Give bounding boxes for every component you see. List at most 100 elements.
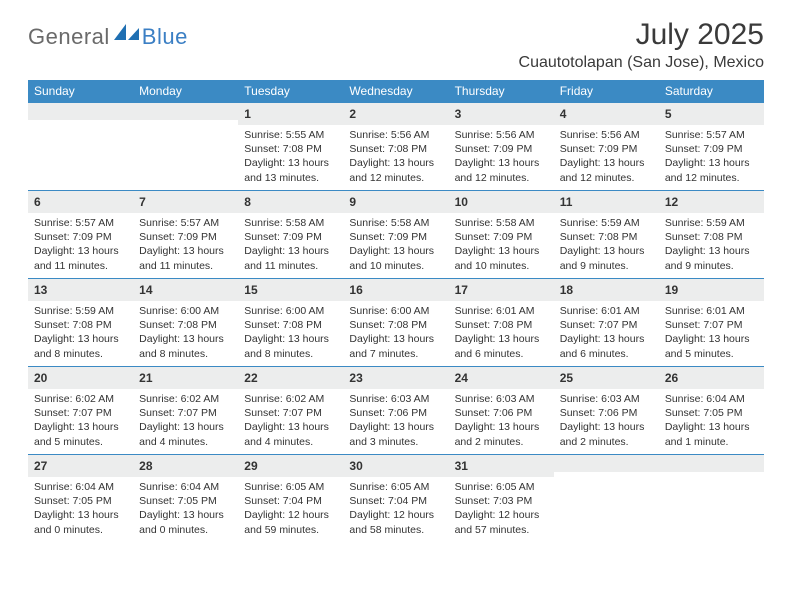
- day-details: Sunrise: 6:00 AMSunset: 7:08 PMDaylight:…: [133, 301, 238, 365]
- day-number: 11: [560, 195, 573, 209]
- day-details: Sunrise: 5:56 AMSunset: 7:09 PMDaylight:…: [449, 125, 554, 189]
- calendar-day-cell: 3 Sunrise: 5:56 AMSunset: 7:09 PMDaylight…: [449, 102, 554, 190]
- sunrise-line: Sunrise: 6:04 AM: [665, 392, 758, 406]
- daylight-line: Daylight: 13 hours and 9 minutes.: [665, 244, 758, 272]
- daylight-line: Daylight: 13 hours and 8 minutes.: [244, 332, 337, 360]
- day-details: Sunrise: 6:05 AMSunset: 7:04 PMDaylight:…: [238, 477, 343, 541]
- sunset-line: Sunset: 7:09 PM: [665, 142, 758, 156]
- calendar-day-cell: 5Sunrise: 5:57 AMSunset: 7:09 PMDaylight…: [659, 102, 764, 190]
- day-details: Sunrise: 6:01 AMSunset: 7:07 PMDaylight:…: [659, 301, 764, 365]
- calendar-day-cell: 30Sunrise: 6:05 AMSunset: 7:04 PMDayligh…: [343, 454, 448, 542]
- calendar-day-cell: 14Sunrise: 6:00 AMSunset: 7:08 PMDayligh…: [133, 278, 238, 366]
- daylight-line: Daylight: 13 hours and 0 minutes.: [34, 508, 127, 536]
- day-number: 3: [455, 107, 462, 121]
- daylight-line: Daylight: 13 hours and 4 minutes.: [244, 420, 337, 448]
- day-details: Sunrise: 6:05 AMSunset: 7:03 PMDaylight:…: [449, 477, 554, 541]
- sunrise-line: Sunrise: 6:03 AM: [560, 392, 653, 406]
- sunrise-line: Sunrise: 6:02 AM: [34, 392, 127, 406]
- day-number-bar: 18: [554, 278, 659, 301]
- day-number: 12: [665, 195, 678, 209]
- day-number-bar: 13: [28, 278, 133, 301]
- sunrise-line: Sunrise: 6:04 AM: [34, 480, 127, 494]
- day-number-bar: 15: [238, 278, 343, 301]
- sunset-line: Sunset: 7:08 PM: [665, 230, 758, 244]
- day-details: Sunrise: 6:04 AMSunset: 7:05 PMDaylight:…: [28, 477, 133, 541]
- sunrise-line: Sunrise: 5:59 AM: [34, 304, 127, 318]
- calendar-day-cell: 24Sunrise: 6:03 AMSunset: 7:06 PMDayligh…: [449, 366, 554, 454]
- calendar-day-cell: 15Sunrise: 6:00 AMSunset: 7:08 PMDayligh…: [238, 278, 343, 366]
- day-number-bar: 12: [659, 190, 764, 213]
- day-number: 17: [455, 283, 468, 297]
- day-details: Sunrise: 6:01 AMSunset: 7:08 PMDaylight:…: [449, 301, 554, 365]
- sunset-line: Sunset: 7:04 PM: [244, 494, 337, 508]
- day-number: 10: [455, 195, 468, 209]
- day-number-bar: 8: [238, 190, 343, 213]
- day-number-bar: .: [28, 102, 133, 120]
- day-number: 24: [455, 371, 468, 385]
- calendar-week-row: 13Sunrise: 5:59 AMSunset: 7:08 PMDayligh…: [28, 278, 764, 366]
- sunrise-line: Sunrise: 5:55 AM: [244, 128, 337, 142]
- calendar-day-cell: 23 Sunrise: 6:03 AMSunset: 7:06 PMDayligh…: [343, 366, 448, 454]
- daylight-line: Daylight: 12 hours and 58 minutes.: [349, 508, 442, 536]
- calendar-day-cell: 9Sunrise: 5:58 AMSunset: 7:09 PMDaylight…: [343, 190, 448, 278]
- calendar-day-cell: 17 Sunrise: 6:01 AMSunset: 7:08 PMDayligh…: [449, 278, 554, 366]
- daylight-line: Daylight: 13 hours and 12 minutes.: [349, 156, 442, 184]
- daylight-line: Daylight: 13 hours and 8 minutes.: [34, 332, 127, 360]
- day-number: 20: [34, 371, 47, 385]
- day-number: 2: [349, 107, 356, 121]
- calendar-day-cell: 26Sunrise: 6:04 AMSunset: 7:05 PMDayligh…: [659, 366, 764, 454]
- sunset-line: Sunset: 7:06 PM: [349, 406, 442, 420]
- daylight-line: Daylight: 13 hours and 5 minutes.: [34, 420, 127, 448]
- day-number: 28: [139, 459, 152, 473]
- daylight-line: Daylight: 13 hours and 2 minutes.: [560, 420, 653, 448]
- sunrise-line: Sunrise: 6:05 AM: [244, 480, 337, 494]
- sunrise-line: Sunrise: 6:02 AM: [139, 392, 232, 406]
- sunset-line: Sunset: 7:09 PM: [455, 142, 548, 156]
- calendar-day-cell: 13 Sunrise: 5:59 AMSunset: 7:08 PMDayligh…: [28, 278, 133, 366]
- calendar-day-cell: 16Sunrise: 6:00 AMSunset: 7:08 PMDayligh…: [343, 278, 448, 366]
- sunset-line: Sunset: 7:06 PM: [560, 406, 653, 420]
- calendar-day-cell: 10 Sunrise: 5:58 AMSunset: 7:09 PMDayligh…: [449, 190, 554, 278]
- day-number: 31: [455, 459, 468, 473]
- calendar-body: ..1Sunrise: 5:55 AMSunset: 7:08 PMDaylig…: [28, 102, 764, 542]
- sunrise-line: Sunrise: 6:05 AM: [349, 480, 442, 494]
- calendar-day-cell: 6Sunrise: 5:57 AMSunset: 7:09 PMDaylight…: [28, 190, 133, 278]
- sunset-line: Sunset: 7:08 PM: [34, 318, 127, 332]
- day-number-bar: 14: [133, 278, 238, 301]
- sunset-line: Sunset: 7:09 PM: [34, 230, 127, 244]
- day-number-bar: 30: [343, 454, 448, 477]
- day-details: Sunrise: 5:59 AMSunset: 7:08 PMDaylight:…: [659, 213, 764, 277]
- sunset-line: Sunset: 7:09 PM: [455, 230, 548, 244]
- weekday-header: Sunday: [28, 80, 133, 102]
- day-details: Sunrise: 6:03 AMSunset: 7:06 PMDaylight:…: [343, 389, 448, 453]
- brand-sail-icon: [114, 24, 140, 42]
- calendar-week-row: 27Sunrise: 6:04 AMSunset: 7:05 PMDayligh…: [28, 454, 764, 542]
- day-details: Sunrise: 5:58 AMSunset: 7:09 PMDaylight:…: [449, 213, 554, 277]
- day-details: Sunrise: 5:57 AMSunset: 7:09 PMDaylight:…: [133, 213, 238, 277]
- sunset-line: Sunset: 7:07 PM: [34, 406, 127, 420]
- daylight-line: Daylight: 13 hours and 12 minutes.: [455, 156, 548, 184]
- sunset-line: Sunset: 7:09 PM: [560, 142, 653, 156]
- day-number-bar: .: [133, 102, 238, 120]
- day-number: 26: [665, 371, 678, 385]
- daylight-line: Daylight: 13 hours and 6 minutes.: [455, 332, 548, 360]
- calendar-empty-cell: .: [554, 454, 659, 542]
- daylight-line: Daylight: 13 hours and 11 minutes.: [139, 244, 232, 272]
- sunset-line: Sunset: 7:07 PM: [139, 406, 232, 420]
- day-number: 29: [244, 459, 257, 473]
- day-number: 23: [349, 371, 362, 385]
- day-details: Sunrise: 6:03 AMSunset: 7:06 PMDaylight:…: [554, 389, 659, 453]
- day-details: Sunrise: 6:04 AMSunset: 7:05 PMDaylight:…: [133, 477, 238, 541]
- daylight-line: Daylight: 13 hours and 13 minutes.: [244, 156, 337, 184]
- calendar-day-cell: 2Sunrise: 5:56 AMSunset: 7:08 PMDaylight…: [343, 102, 448, 190]
- day-number: 19: [665, 283, 678, 297]
- sunrise-line: Sunrise: 5:57 AM: [34, 216, 127, 230]
- day-details: Sunrise: 5:59 AMSunset: 7:08 PMDaylight:…: [554, 213, 659, 277]
- day-number-bar: 22: [238, 366, 343, 389]
- calendar-day-cell: 7Sunrise: 5:57 AMSunset: 7:09 PMDaylight…: [133, 190, 238, 278]
- day-number: 25: [560, 371, 573, 385]
- sunset-line: Sunset: 7:05 PM: [665, 406, 758, 420]
- sunrise-line: Sunrise: 6:01 AM: [665, 304, 758, 318]
- day-details: Sunrise: 5:58 AMSunset: 7:09 PMDaylight:…: [238, 213, 343, 277]
- sunrise-line: Sunrise: 6:00 AM: [244, 304, 337, 318]
